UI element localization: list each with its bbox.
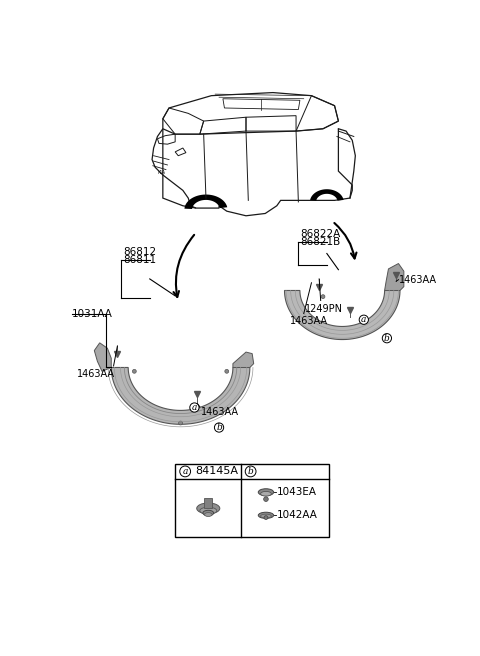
Text: a: a xyxy=(361,316,367,324)
Text: b: b xyxy=(216,423,222,432)
Text: 1042AA: 1042AA xyxy=(277,510,318,520)
Text: 84145A: 84145A xyxy=(195,466,238,476)
Polygon shape xyxy=(285,291,400,340)
Ellipse shape xyxy=(258,512,274,518)
Text: b: b xyxy=(384,334,390,342)
Text: a: a xyxy=(192,403,197,412)
Circle shape xyxy=(264,497,268,501)
Polygon shape xyxy=(184,195,227,209)
Bar xyxy=(175,464,329,537)
Circle shape xyxy=(215,423,224,432)
Ellipse shape xyxy=(261,514,271,518)
Circle shape xyxy=(321,295,325,298)
Polygon shape xyxy=(111,367,250,424)
Text: 1463AA: 1463AA xyxy=(201,407,239,417)
Ellipse shape xyxy=(204,512,212,516)
Ellipse shape xyxy=(200,507,217,514)
Polygon shape xyxy=(94,343,111,371)
Polygon shape xyxy=(384,264,404,291)
Bar xyxy=(204,498,212,508)
Circle shape xyxy=(359,315,369,324)
Text: 86812: 86812 xyxy=(123,247,156,257)
Circle shape xyxy=(180,466,191,477)
Ellipse shape xyxy=(258,489,274,496)
Text: 1249PN: 1249PN xyxy=(305,304,343,314)
Text: 86811: 86811 xyxy=(123,255,156,265)
Polygon shape xyxy=(310,189,344,201)
Text: KIA: KIA xyxy=(157,170,166,175)
Circle shape xyxy=(132,369,136,373)
Circle shape xyxy=(225,369,228,373)
Ellipse shape xyxy=(197,503,220,514)
Ellipse shape xyxy=(203,510,214,516)
Text: 1463AA: 1463AA xyxy=(77,369,115,379)
Text: 86822A: 86822A xyxy=(300,229,340,239)
Text: 1043EA: 1043EA xyxy=(277,487,317,497)
Circle shape xyxy=(179,421,182,425)
Text: b: b xyxy=(248,467,253,476)
Ellipse shape xyxy=(261,491,271,496)
Text: 86821B: 86821B xyxy=(300,237,340,247)
Text: 1463AA: 1463AA xyxy=(290,316,328,326)
Circle shape xyxy=(190,403,199,412)
Circle shape xyxy=(264,516,268,520)
Text: 1031AA: 1031AA xyxy=(72,308,113,319)
Circle shape xyxy=(245,466,256,477)
Text: a: a xyxy=(182,467,188,476)
Circle shape xyxy=(382,334,392,343)
Polygon shape xyxy=(233,352,254,367)
Text: 1463AA: 1463AA xyxy=(399,275,437,285)
